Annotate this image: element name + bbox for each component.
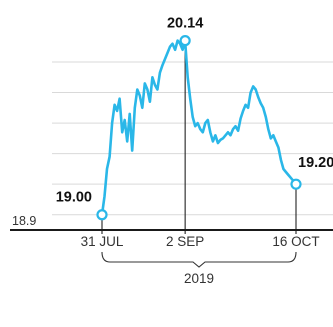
y-axis-min-label: 18.9 (12, 214, 36, 228)
year-label: 2019 (184, 271, 214, 286)
annotation-value-labels: 19.00 20.14 19.20 (56, 16, 333, 206)
value-label-0: 19.00 (56, 190, 92, 206)
x-tick-labels: 31 JUL 2 SEP 16 OCT (81, 234, 320, 249)
x-tick-label-1: 2 SEP (166, 234, 204, 249)
gridlines (52, 61, 333, 216)
annotation-markers (96, 35, 302, 221)
data-marker-1 (179, 35, 191, 47)
price-series-line (100, 39, 298, 216)
x-tick-label-0: 31 JUL (81, 234, 124, 249)
data-marker-0 (96, 209, 108, 221)
value-label-1: 20.14 (167, 16, 203, 32)
year-bracket (101, 251, 297, 268)
x-tick-label-2: 16 OCT (272, 234, 319, 249)
data-marker-2 (290, 178, 302, 190)
value-label-2: 19.20 (298, 155, 333, 171)
